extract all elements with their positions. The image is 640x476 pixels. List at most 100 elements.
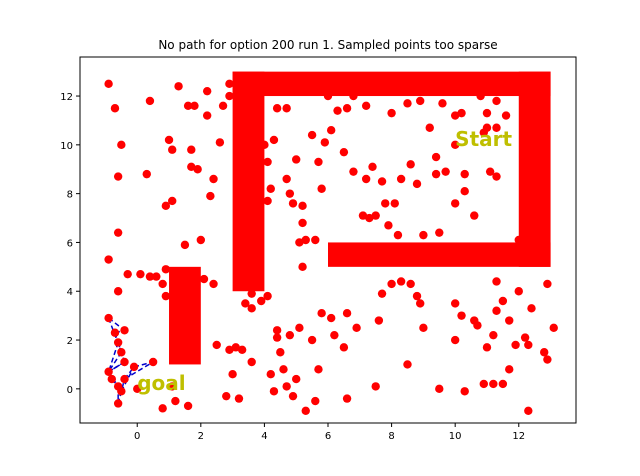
sample-point (158, 404, 167, 413)
sample-point (476, 91, 485, 101)
sample-point (104, 255, 113, 264)
sample-point (183, 401, 193, 411)
sample-point (301, 235, 310, 245)
sample-point (489, 379, 498, 389)
sample-point (168, 145, 177, 154)
sample-point (403, 360, 412, 369)
sample-point (228, 370, 237, 379)
sample-point (218, 101, 228, 111)
sample-point (314, 365, 323, 374)
sample-point (145, 96, 155, 106)
sample-point (225, 345, 234, 354)
sample-point (298, 262, 307, 272)
sample-point (371, 211, 380, 220)
x-tick-label: 8 (388, 431, 394, 442)
sample-point (460, 169, 469, 179)
sample-point (371, 382, 380, 391)
sample-point (307, 335, 317, 345)
sample-point (349, 91, 358, 101)
sample-point (326, 313, 336, 323)
sample-point (288, 199, 298, 208)
sample-point (113, 338, 123, 347)
sample-point (342, 394, 352, 403)
sample-point (276, 348, 285, 357)
sample-point (416, 96, 425, 106)
sample-point (292, 155, 301, 164)
sample-point (520, 333, 530, 342)
point-layer (104, 79, 558, 415)
sample-point (266, 184, 275, 193)
sample-point (307, 130, 317, 140)
sample-point (406, 279, 415, 289)
sample-point (161, 291, 171, 301)
sample-point (320, 138, 330, 147)
path-edge (124, 361, 154, 380)
sample-point (393, 230, 403, 240)
sample-point (129, 362, 139, 372)
sample-point (257, 296, 266, 306)
sample-point (460, 187, 469, 196)
sample-point (260, 140, 269, 150)
plot-frame (79, 56, 577, 424)
sample-point (450, 335, 460, 345)
sample-point (199, 274, 209, 284)
obstacle-rect (328, 242, 551, 267)
sample-point (412, 291, 422, 301)
sample-point (482, 343, 492, 352)
sample-point (104, 367, 113, 376)
chart-title: No path for option 200 run 1. Sampled po… (158, 38, 497, 52)
sample-point (390, 199, 399, 208)
sample-point (187, 145, 196, 154)
sample-point (377, 177, 387, 186)
sample-point (117, 140, 126, 150)
sample-point (110, 328, 120, 337)
sample-point (168, 196, 177, 206)
sample-point (145, 272, 155, 281)
sample-point (298, 218, 307, 228)
sample-point (435, 384, 444, 394)
sample-point (352, 323, 361, 333)
sample-point (171, 396, 180, 406)
sample-point (247, 357, 256, 367)
sample-point (524, 340, 533, 350)
sample-point (511, 340, 520, 350)
sample-point (225, 79, 234, 89)
sample-point (374, 316, 384, 325)
x-tick-label: 2 (198, 431, 204, 442)
sample-point (263, 196, 272, 206)
sample-point (412, 179, 422, 189)
sample-point (514, 235, 523, 245)
sample-point (298, 201, 307, 211)
sample-point (117, 387, 126, 396)
sample-point (368, 162, 377, 171)
sample-point (120, 357, 129, 367)
sample-point (543, 355, 552, 364)
sample-point (492, 96, 501, 106)
sample-point (266, 370, 275, 379)
sample-point (234, 394, 244, 403)
x-tick-label: 0 (134, 431, 140, 442)
sample-point (425, 123, 434, 132)
sample-point (396, 277, 406, 286)
sample-point (161, 265, 171, 274)
sample-point (450, 140, 460, 150)
sample-point (110, 104, 120, 113)
sample-point (231, 343, 240, 352)
x-tick-label: 12 (512, 431, 525, 442)
sample-point (311, 235, 320, 245)
sample-point (282, 382, 291, 391)
sample-point (133, 384, 142, 394)
sample-point (209, 279, 218, 289)
sample-point (438, 99, 447, 108)
sample-point (381, 199, 390, 208)
sample-point (113, 287, 123, 296)
sample-point (492, 172, 501, 181)
sample-point (202, 86, 212, 96)
sample-point (222, 391, 231, 401)
y-tick-label: 8 (67, 190, 73, 201)
annotation-layer: Start goal (137, 127, 512, 395)
sample-point (279, 365, 288, 374)
sample-point (396, 174, 406, 184)
sample-point (282, 104, 291, 113)
x-axis-ticks: 0 2 4 6 8 10 12 (134, 423, 525, 442)
